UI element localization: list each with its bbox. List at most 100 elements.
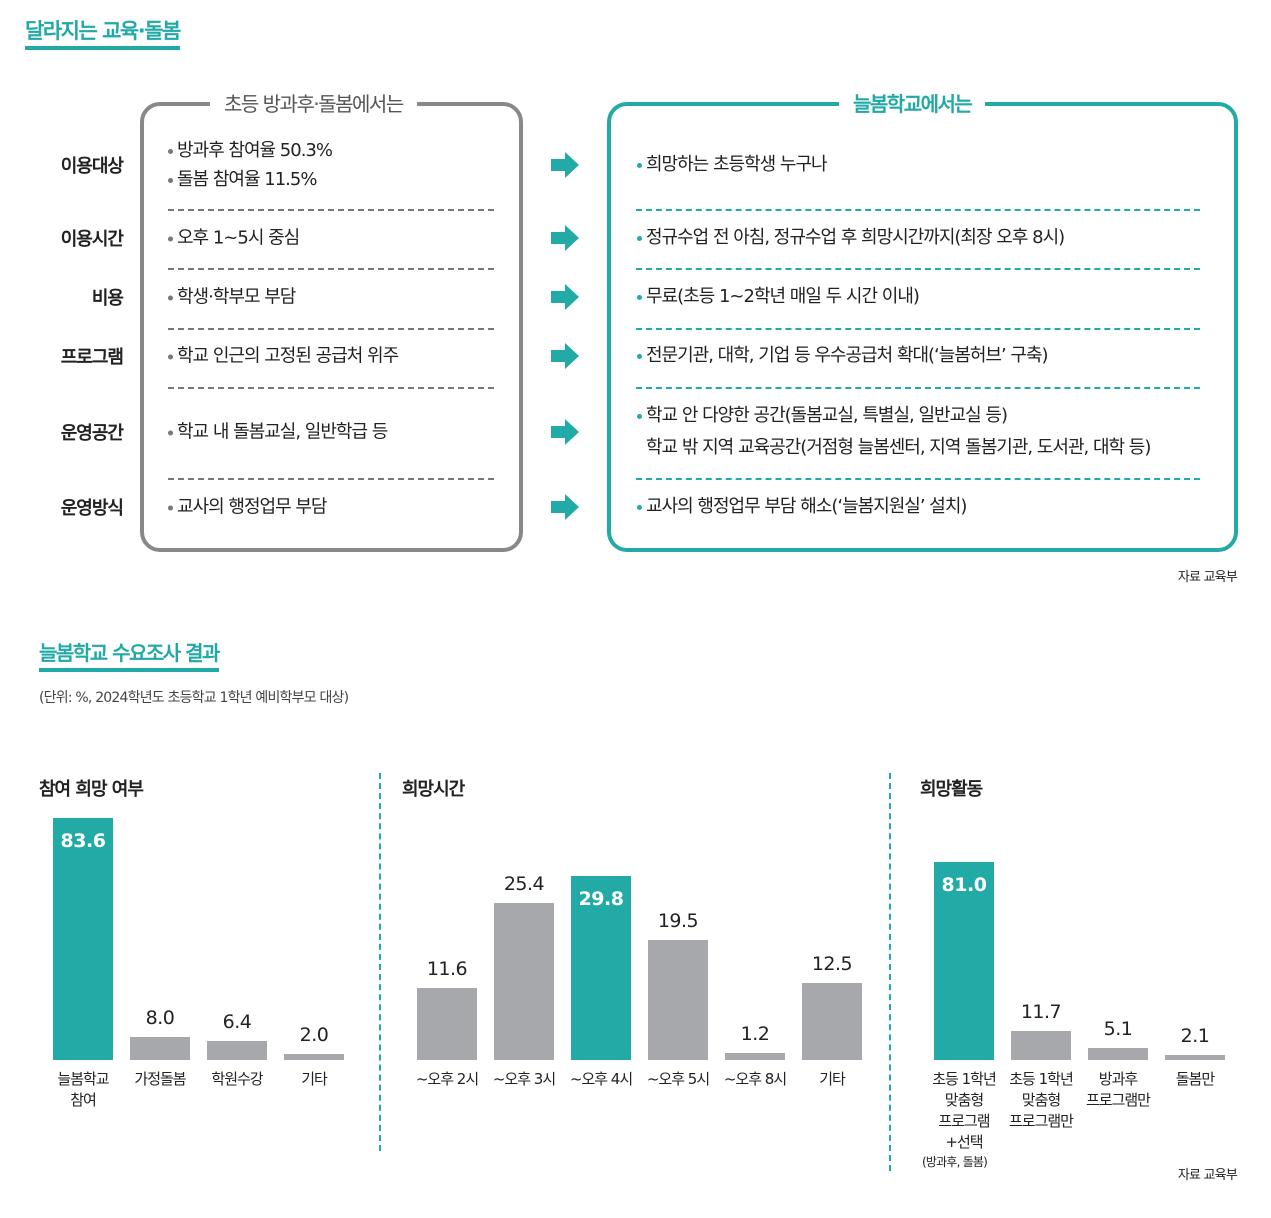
- row-label: 프로그램: [60, 347, 124, 368]
- source-note: 자료 교육부: [1177, 570, 1238, 585]
- data-label: 29.8: [578, 888, 624, 911]
- row-divider: [168, 478, 494, 480]
- panel-title-hours: 희망시간: [402, 779, 465, 800]
- category-label: 기타: [819, 1070, 846, 1088]
- category-label: 초등 1학년 맞춤형 프로그램 +선택: [932, 1070, 997, 1151]
- after-text: 무료(초등 1~2학년 매일 두 시간 이내): [646, 286, 920, 307]
- bar: [494, 903, 554, 1060]
- category-label: 방과후 프로그램만: [1085, 1070, 1151, 1109]
- row-divider: [168, 209, 494, 211]
- bar: [130, 1036, 190, 1060]
- before-cell: 방과후 참여율 50.3% 돌봄 참여율 11.5%: [168, 136, 333, 194]
- bar: [417, 988, 477, 1060]
- before-text: 학교 인근의 고정된 공급처 위주: [177, 345, 399, 367]
- bullet-icon: [168, 148, 173, 154]
- bullet-icon: [168, 505, 173, 510]
- data-label: 2.0: [299, 1024, 329, 1047]
- data-label: 19.5: [657, 909, 699, 932]
- arrow-right-icon: [551, 284, 579, 310]
- row-divider: [168, 328, 494, 330]
- bar: [725, 1052, 785, 1060]
- row-label: 운영방식: [60, 498, 124, 519]
- category-sub-note: (방과후, 돌봄): [922, 1155, 988, 1169]
- bar: [648, 939, 708, 1060]
- unit-note: (단위: %, 2024학년도 초등학교 1학년 예비학부모 대상): [39, 690, 349, 706]
- bullet-icon: [637, 504, 642, 510]
- before-text: 학생·학부모 부담: [177, 286, 296, 308]
- bullet-icon: [168, 430, 173, 435]
- row-divider: [636, 387, 1200, 389]
- bar: [1088, 1047, 1148, 1060]
- category-label: 가정돌봄: [134, 1070, 186, 1088]
- after-text: 학교 안 다양한 공간(돌봄교실, 특별실, 일반교실 등): [646, 405, 1008, 426]
- bullet-icon: [168, 177, 173, 183]
- before-cell: 학교 내 돌봄교실, 일반학급 등: [168, 418, 388, 447]
- category-label: ~오후 5시: [646, 1070, 710, 1088]
- before-box: 초등 방과후·돌봄에서는: [140, 90, 523, 552]
- after-cell: 학교 안 다양한 공간(돌봄교실, 특별실, 일반교실 등) 학교 밖 지역 교육…: [637, 400, 1151, 464]
- category-label: 늘봄학교 참여: [57, 1070, 109, 1109]
- arrow-right-icon: [551, 343, 579, 369]
- bar: [284, 1054, 344, 1060]
- category-label: ~오후 8시: [723, 1070, 787, 1088]
- bullet-icon: [637, 353, 642, 359]
- row-divider: [636, 268, 1200, 270]
- bar: [1011, 1031, 1071, 1060]
- arrow-right-icon: [551, 419, 579, 445]
- category-label: ~오후 3시: [492, 1070, 556, 1088]
- arrow-right-icon: [551, 225, 579, 251]
- survey-title: 늘봄학교 수요조사 결과: [39, 639, 220, 672]
- data-label: 83.6: [60, 829, 106, 852]
- category-label: 기타: [301, 1070, 328, 1088]
- before-text: 교사의 행정업무 부담: [177, 496, 327, 518]
- panel-title-activity: 희망활동: [920, 779, 983, 800]
- category-label: 학원수강: [211, 1070, 263, 1088]
- bullet-icon: [637, 294, 642, 300]
- survey-source: 자료 교육부: [1177, 1168, 1238, 1183]
- row-divider: [636, 478, 1200, 480]
- row-label: 이용시간: [60, 229, 124, 250]
- before-cell: 학교 인근의 고정된 공급처 위주: [168, 342, 399, 371]
- bullet-icon: [168, 295, 173, 300]
- after-box: 늘봄학교에서는: [607, 90, 1238, 552]
- bullet-icon: [637, 162, 642, 168]
- arrow-right-icon: [551, 494, 579, 520]
- after-cell: 무료(초등 1~2학년 매일 두 시간 이내): [637, 281, 920, 313]
- data-label: 81.0: [941, 874, 987, 897]
- row-divider: [168, 387, 494, 389]
- row-divider: [636, 328, 1200, 330]
- row-label: 운영공간: [60, 423, 124, 444]
- before-text: 방과후 참여율 50.3%: [177, 140, 333, 161]
- before-cell: 학생·학부모 부담: [168, 283, 296, 312]
- arrow-right-icon: [551, 152, 579, 178]
- bullet-icon: [168, 236, 173, 241]
- bar: [207, 1041, 267, 1060]
- data-label: 12.5: [811, 952, 853, 975]
- before-text: 오후 1~5시 중심: [177, 227, 300, 249]
- data-label: 6.4: [222, 1011, 252, 1034]
- before-header: 초등 방과후·돌봄에서는: [210, 90, 417, 118]
- category-label: ~오후 2시: [415, 1070, 479, 1088]
- row-label: 이용대상: [60, 156, 124, 177]
- data-label: 2.1: [1180, 1024, 1210, 1047]
- after-header: 늘봄학교에서는: [839, 90, 986, 118]
- before-text: 학교 내 돌봄교실, 일반학급 등: [177, 421, 388, 443]
- bullet-icon: [637, 413, 642, 419]
- comparison-title: 달라지는 교육·돌봄: [25, 17, 181, 50]
- bar: [571, 876, 631, 1060]
- divider: [889, 773, 891, 1171]
- after-text: 교사의 행정업무 부담 해소(‘늘봄지원실’ 설치): [646, 496, 967, 517]
- divider: [379, 773, 381, 1151]
- data-label: 25.4: [503, 873, 545, 896]
- row-divider: [168, 268, 494, 270]
- bullet-icon: [168, 354, 173, 359]
- after-cell: 정규수업 전 아침, 정규수업 후 희망시간까지(최장 오후 8시): [637, 222, 1065, 254]
- bullet-icon: [637, 235, 642, 241]
- after-text: 정규수업 전 아침, 정규수업 후 희망시간까지(최장 오후 8시): [646, 227, 1065, 248]
- after-cell: 희망하는 초등학생 누구나: [637, 149, 828, 181]
- data-label: 5.1: [1103, 1017, 1133, 1040]
- after-text: 전문기관, 대학, 기업 등 우수공급처 확대(‘늘봄허브’ 구축): [646, 345, 1049, 366]
- bar: [1165, 1054, 1225, 1060]
- row-label: 비용: [91, 288, 124, 309]
- bar: [802, 982, 862, 1060]
